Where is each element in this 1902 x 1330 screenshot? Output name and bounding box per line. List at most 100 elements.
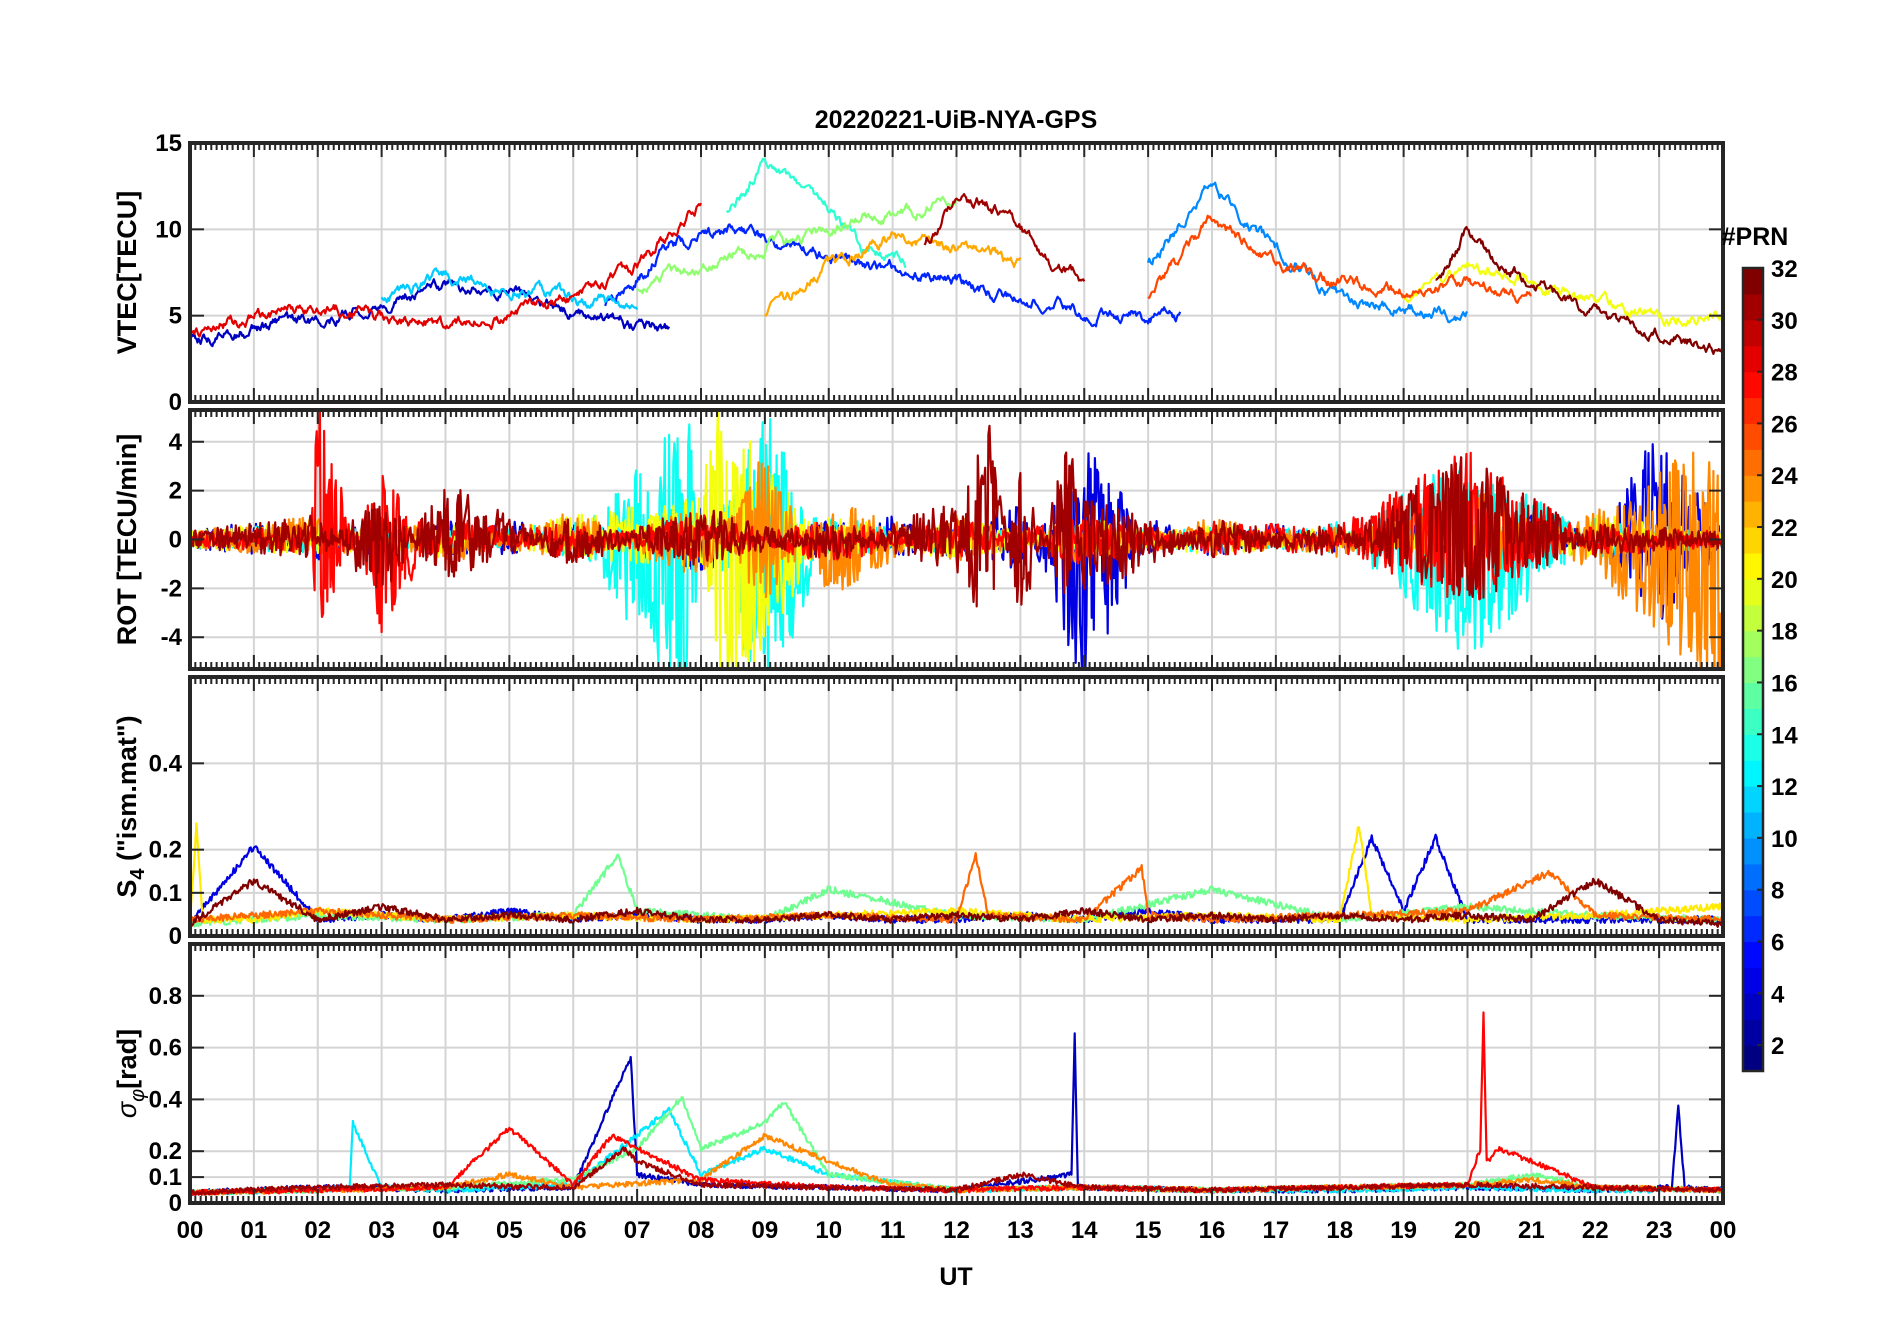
series-prn-32 bbox=[1435, 226, 1723, 355]
colorbar-segment bbox=[1743, 941, 1763, 968]
y-tick-label: 0 bbox=[169, 923, 182, 950]
y-tick-label: 0.2 bbox=[149, 1138, 182, 1165]
panel-vtec: 0 5 10 15 VTEC[TECU] bbox=[112, 130, 1725, 416]
colorbar-tick-label: 4 bbox=[1771, 981, 1785, 1008]
colorbar-segment bbox=[1743, 449, 1763, 476]
x-tick-label: 22 bbox=[1582, 1217, 1609, 1244]
panel-s4: 0 0.1 0.2 0.4S4 ("ism.mat") bbox=[112, 675, 1725, 950]
series-prn-11 bbox=[380, 267, 639, 310]
y-tick-label: 15 bbox=[155, 130, 182, 157]
y-tick-label: 5 bbox=[169, 303, 182, 330]
colorbar-tick-label: 28 bbox=[1771, 360, 1798, 387]
y-tick-label: 0.4 bbox=[149, 750, 183, 777]
y-tick-label: 0.2 bbox=[149, 837, 182, 864]
x-tick-label: 19 bbox=[1390, 1217, 1417, 1244]
colorbar-tick-label: 26 bbox=[1771, 411, 1798, 438]
y-axis-label: VTEC[TECU] bbox=[112, 191, 142, 355]
colorbar-segment bbox=[1743, 345, 1763, 373]
series-prn-23 bbox=[763, 231, 1022, 317]
y-tick-label: 4 bbox=[169, 429, 183, 456]
colorbar-segment bbox=[1743, 397, 1763, 425]
colorbar-segment bbox=[1743, 863, 1763, 891]
y-axis-label: S4 ("ism.mat") bbox=[112, 715, 149, 897]
colorbar-segment bbox=[1743, 1045, 1763, 1072]
y-tick-label: 0.6 bbox=[149, 1035, 182, 1062]
x-tick-label: 09 bbox=[752, 1217, 779, 1244]
colorbar-tick-label: 24 bbox=[1771, 463, 1798, 490]
x-tick-label: 18 bbox=[1326, 1217, 1353, 1244]
y-axis-label: σφ[rad] bbox=[112, 1029, 149, 1118]
x-tick-label: 04 bbox=[432, 1217, 459, 1244]
y-tick-label: 10 bbox=[155, 216, 182, 243]
colorbar-tick-label: 16 bbox=[1771, 670, 1798, 697]
colorbar-segment bbox=[1743, 552, 1763, 580]
x-tick-label: 06 bbox=[560, 1217, 587, 1244]
x-tick-label: 17 bbox=[1263, 1217, 1290, 1244]
x-tick-label: 12 bbox=[943, 1217, 970, 1244]
colorbar-tick-label: 32 bbox=[1771, 256, 1798, 283]
colorbar-segment bbox=[1743, 475, 1763, 502]
y-tick-label: 2 bbox=[169, 478, 182, 505]
colorbar-tick-label: 8 bbox=[1771, 878, 1784, 905]
colorbar-segment bbox=[1743, 656, 1763, 684]
series-prn-3 bbox=[190, 278, 671, 348]
colorbar-tick-label: 6 bbox=[1771, 929, 1784, 956]
colorbar-tick-label: 14 bbox=[1771, 722, 1798, 749]
colorbar-segment bbox=[1743, 837, 1763, 865]
series-prn-29 bbox=[190, 202, 702, 338]
colorbar-tick-label: 20 bbox=[1771, 567, 1798, 594]
series-prn-14 bbox=[725, 157, 907, 269]
colorbar-segment bbox=[1743, 501, 1763, 528]
x-tick-label: 10 bbox=[815, 1217, 842, 1244]
x-tick-label: 21 bbox=[1518, 1217, 1545, 1244]
colorbar-title: #PRN bbox=[1722, 223, 1789, 251]
colorbar-segment bbox=[1743, 371, 1763, 399]
y-tick-label: 0 bbox=[169, 527, 182, 554]
y-tick-label: -4 bbox=[161, 624, 183, 651]
x-tick-label: 11 bbox=[880, 1217, 905, 1244]
series-prn-9 bbox=[1147, 181, 1468, 324]
x-tick-label: 01 bbox=[241, 1217, 268, 1244]
y-tick-label: 0.4 bbox=[149, 1086, 183, 1113]
y-tick-label: 0 bbox=[169, 389, 182, 416]
colorbar-tick-label: 10 bbox=[1771, 826, 1798, 853]
colorbar-frame bbox=[1741, 266, 1765, 1073]
series-group bbox=[190, 410, 1723, 669]
series-prn-31 bbox=[923, 193, 1086, 282]
x-tick-label: 05 bbox=[496, 1217, 523, 1244]
colorbar-segment bbox=[1743, 682, 1763, 709]
series-prn-20 bbox=[1402, 261, 1723, 327]
series-prn-6 bbox=[604, 223, 1182, 328]
x-tick-labels: 00 01 02 03 04 05 06 07 08 09 10 11 12 13 14 15 16 17 18 19… bbox=[177, 1217, 1737, 1244]
series-prn-17 bbox=[636, 195, 958, 295]
figure-title: 20220221-UiB-NYA-GPS bbox=[815, 106, 1098, 134]
series-prn-31 bbox=[190, 424, 1723, 608]
colorbar-segment bbox=[1743, 604, 1763, 632]
colorbar-segment bbox=[1743, 1019, 1763, 1046]
colorbar-segment bbox=[1743, 293, 1763, 321]
colorbar-tick-label: 2 bbox=[1771, 1033, 1784, 1060]
x-tick-label: 16 bbox=[1199, 1217, 1226, 1244]
y-tick-label: -2 bbox=[161, 575, 182, 602]
series-prn-26 bbox=[1147, 214, 1533, 304]
x-tick-label: 00 bbox=[1710, 1217, 1737, 1244]
colorbar-segment bbox=[1743, 915, 1763, 943]
colorbar-segment bbox=[1743, 734, 1763, 761]
x-tick-label: 13 bbox=[1007, 1217, 1034, 1244]
panels: 0 5 10 15 VTEC[TECU] -4 -2 0 2 4 ROT [TECU/min] 0 0.… bbox=[112, 130, 1725, 1217]
panel-rot: -4 -2 0 2 4 ROT [TECU/min] bbox=[112, 408, 1725, 671]
colorbar-segment bbox=[1743, 423, 1763, 450]
x-tick-label: 03 bbox=[368, 1217, 395, 1244]
colorbar-tick-label: 22 bbox=[1771, 515, 1798, 542]
panel-sigma_phi: 00.10.2 0.4 0.6 0.8σφ[rad] bbox=[112, 942, 1725, 1217]
x-tick-label: 08 bbox=[688, 1217, 715, 1244]
y-axis-label: ROT [TECU/min] bbox=[112, 434, 142, 645]
y-tick-label: 0.8 bbox=[149, 983, 182, 1010]
colorbar-segment bbox=[1743, 811, 1763, 839]
y-tick-label: 0.1 bbox=[149, 1164, 182, 1191]
x-tick-label: 15 bbox=[1135, 1217, 1162, 1244]
x-axis-label: UT bbox=[939, 1263, 972, 1291]
colorbar-segment bbox=[1743, 993, 1763, 1020]
